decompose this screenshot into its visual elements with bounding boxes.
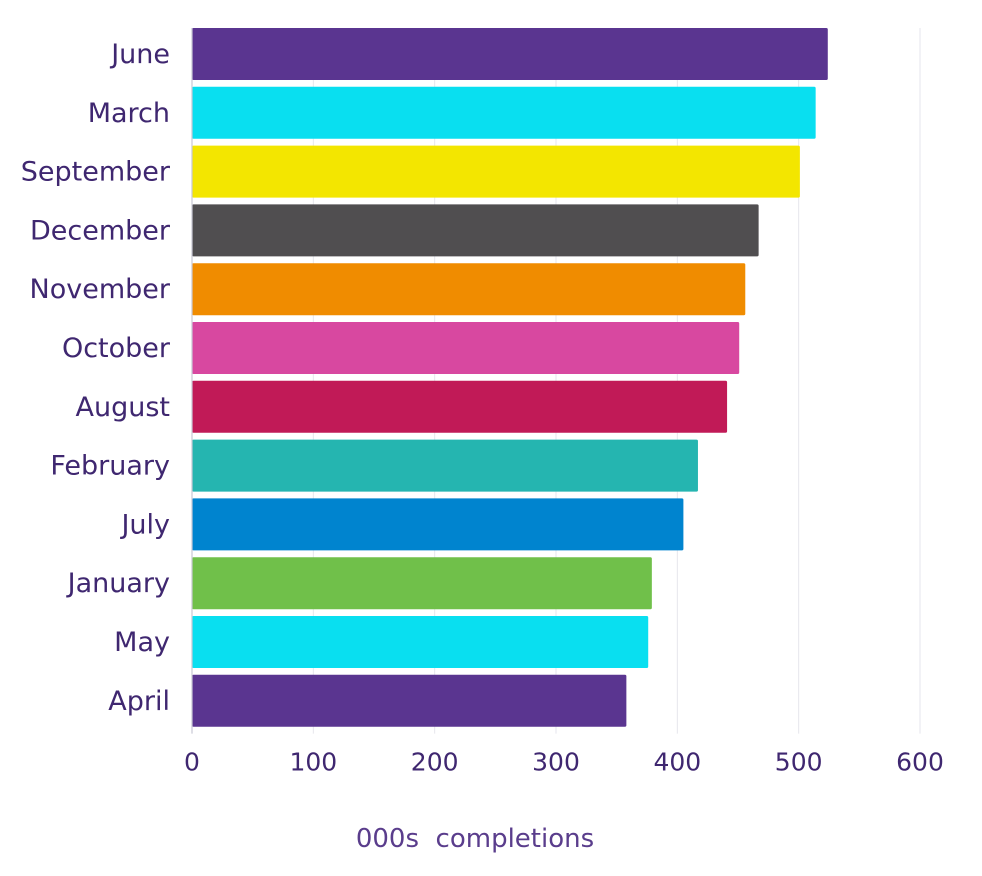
bar-august [192,380,728,433]
category-label-april: April [108,686,170,717]
category-label-february: February [50,451,170,482]
bar-october [192,322,740,374]
x-tick-label: 100 [289,748,337,777]
category-labels: June March September December November Octobe… [21,39,171,717]
bar-july [192,498,684,551]
x-axis-tick-labels: 0 100 200 300 400 500 600 [184,748,944,777]
bar-september [192,145,800,198]
x-tick-label: 600 [896,748,944,777]
category-label-may: May [114,627,170,658]
x-tick-label: 500 [775,748,823,777]
category-label-june: June [109,39,170,70]
category-label-september: September [21,157,171,188]
bar-may [192,616,649,668]
category-label-december: December [30,215,171,246]
bar-march [192,86,816,139]
x-tick-label: 0 [184,748,200,777]
bar-february [192,439,698,492]
category-label-november: November [30,274,171,305]
category-label-august: August [76,392,171,423]
bar-june [192,28,828,80]
bar-april [192,674,627,727]
bar-december [192,204,759,257]
bar-november [192,263,746,316]
bar-layer [192,28,828,727]
category-label-october: October [62,333,171,364]
x-axis-title: 000s completions [356,824,594,854]
x-tick-label: 200 [411,748,459,777]
category-label-july: July [119,509,170,540]
x-tick-label: 400 [653,748,701,777]
x-tick-label: 300 [532,748,580,777]
category-label-january: January [66,568,170,599]
category-label-march: March [88,98,170,129]
bar-january [192,557,652,610]
